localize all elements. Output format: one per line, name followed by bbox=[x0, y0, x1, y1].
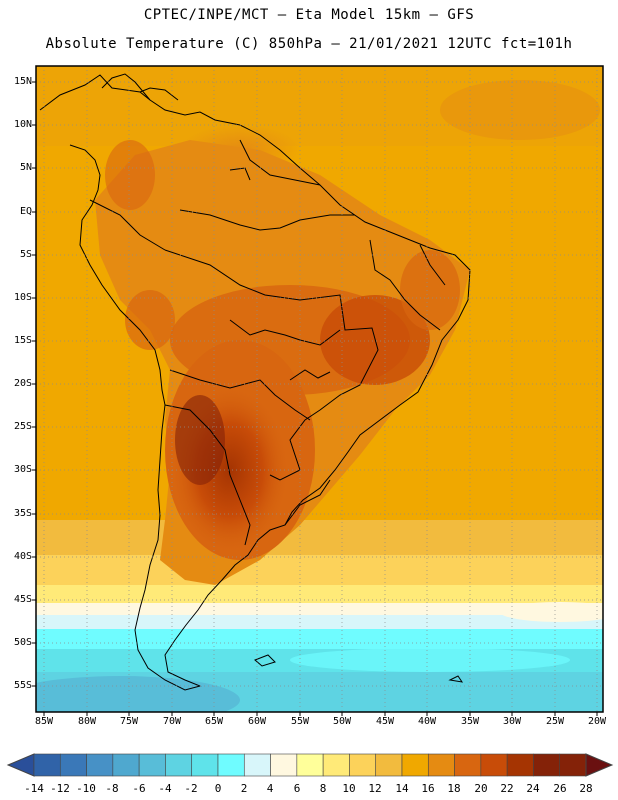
colorbar-label: -14 bbox=[24, 782, 44, 795]
lat-label: 15S bbox=[13, 335, 32, 346]
colorbar-swatch bbox=[375, 753, 403, 777]
colorbar-label: -2 bbox=[184, 782, 198, 795]
lat-label: 5S bbox=[19, 249, 32, 260]
colorbar-swatch bbox=[217, 753, 245, 777]
colorbar-swatch bbox=[270, 753, 298, 777]
lat-label: 30S bbox=[13, 464, 32, 475]
colorbar-label: -8 bbox=[105, 782, 119, 795]
colorbar-label: -4 bbox=[158, 782, 172, 795]
colorbar-swatch bbox=[349, 753, 377, 777]
colorbar-swatch bbox=[480, 753, 508, 777]
colorbar-swatch bbox=[401, 753, 429, 777]
lon-label: 80W bbox=[77, 716, 97, 727]
lat-label: 45S bbox=[13, 594, 32, 605]
colorbar-label: 12 bbox=[368, 782, 382, 795]
colorbar-swatch bbox=[559, 753, 587, 777]
colorbar-swatch bbox=[138, 753, 166, 777]
map-title: CPTEC/INPE/MCT – Eta Model 15km – GFS bbox=[143, 7, 475, 23]
lat-label: 55S bbox=[13, 680, 32, 691]
colorbar-label: 22 bbox=[500, 782, 514, 795]
colorbar-min-arrow bbox=[6, 753, 35, 777]
lat-label: 5N bbox=[19, 162, 32, 173]
lat-label: EQ bbox=[19, 206, 32, 217]
lon-label: 25W bbox=[545, 716, 565, 727]
lon-label: 70W bbox=[162, 716, 182, 727]
colorbar-swatch bbox=[112, 753, 140, 777]
lat-label: 50S bbox=[13, 637, 32, 648]
map-subtitle: Absolute Temperature (C) 850hPa – 21/01/… bbox=[45, 36, 573, 52]
colorbar-swatch bbox=[191, 753, 219, 777]
colorbar-label: -12 bbox=[50, 782, 70, 795]
colorbar-swatch bbox=[506, 753, 534, 777]
lat-label: 40S bbox=[13, 551, 32, 562]
colorbar-label: 20 bbox=[474, 782, 488, 795]
lon-label: 65W bbox=[204, 716, 224, 727]
lon-label: 85W bbox=[34, 716, 54, 727]
lon-label: 75W bbox=[119, 716, 139, 727]
lat-label: 10N bbox=[13, 119, 32, 130]
colorbar-max-arrow bbox=[585, 753, 614, 777]
lat-label: 35S bbox=[13, 508, 32, 519]
colorbar-swatch bbox=[322, 753, 350, 777]
lon-label: 20W bbox=[587, 716, 607, 727]
colorbar-swatch bbox=[296, 753, 324, 777]
colorbar-swatch bbox=[533, 753, 561, 777]
colorbar-swatch bbox=[33, 753, 61, 777]
colorbar-label: 16 bbox=[421, 782, 435, 795]
colorbar-swatch bbox=[427, 753, 455, 777]
lon-label: 30W bbox=[502, 716, 522, 727]
map-frame bbox=[35, 65, 604, 713]
colorbar-label: 2 bbox=[240, 782, 248, 795]
colorbar-label: 8 bbox=[319, 782, 327, 795]
colorbar-label: -10 bbox=[76, 782, 96, 795]
colorbar-label: 14 bbox=[395, 782, 409, 795]
continent-outline bbox=[39, 73, 471, 691]
colorbar-swatch bbox=[59, 753, 87, 777]
colorbar-label: 0 bbox=[214, 782, 222, 795]
colorbar-label: 10 bbox=[342, 782, 356, 795]
lon-label: 60W bbox=[247, 716, 267, 727]
lon-label: 50W bbox=[332, 716, 352, 727]
lat-label: 10S bbox=[13, 292, 32, 303]
colorbar-label: 6 bbox=[293, 782, 301, 795]
colorbar-swatch bbox=[243, 753, 271, 777]
colorbar-swatch bbox=[86, 753, 114, 777]
colorbar-label: 28 bbox=[579, 782, 593, 795]
colorbar-label: 4 bbox=[266, 782, 274, 795]
colorbar-label: 26 bbox=[553, 782, 567, 795]
colorbar-swatch bbox=[165, 753, 193, 777]
lat-label: 20S bbox=[13, 378, 32, 389]
lon-label: 40W bbox=[417, 716, 437, 727]
colorbar-label: 24 bbox=[526, 782, 540, 795]
graticule bbox=[36, 66, 603, 712]
lat-label: 15N bbox=[13, 76, 32, 87]
colorbar-label: -6 bbox=[132, 782, 146, 795]
lat-label: 25S bbox=[13, 421, 32, 432]
colorbar bbox=[6, 753, 614, 777]
colorbar-label: 18 bbox=[447, 782, 461, 795]
lon-label: 45W bbox=[375, 716, 395, 727]
lon-label: 35W bbox=[460, 716, 480, 727]
temperature-field bbox=[36, 66, 603, 712]
colorbar-swatch bbox=[454, 753, 482, 777]
lon-label: 55W bbox=[290, 716, 310, 727]
